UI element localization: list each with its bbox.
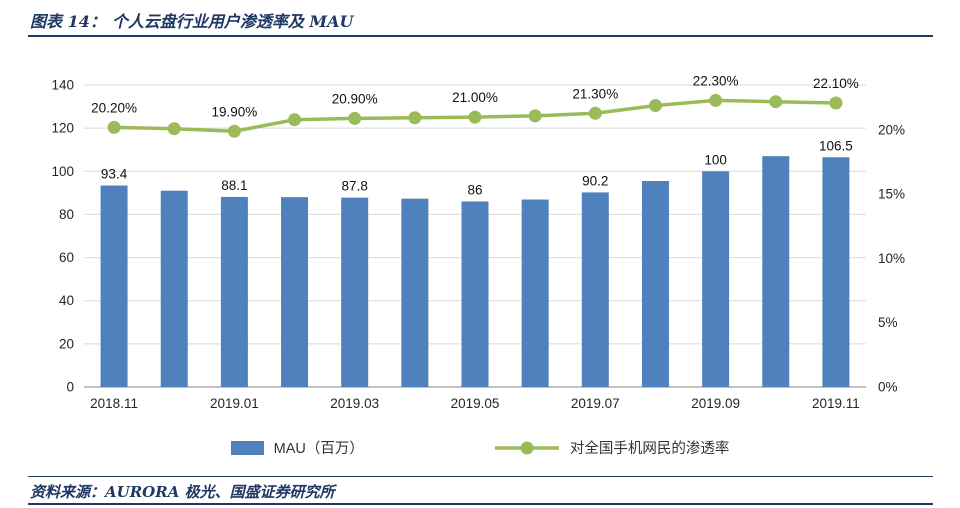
- bar: [762, 156, 790, 387]
- svg-text:20%: 20%: [878, 122, 905, 137]
- bar-swatch: [230, 440, 264, 455]
- svg-text:2019.01: 2019.01: [210, 396, 259, 411]
- line-marker: [648, 99, 662, 113]
- svg-text:2019.11: 2019.11: [812, 396, 860, 411]
- svg-text:2019.05: 2019.05: [451, 396, 500, 411]
- svg-text:40: 40: [59, 293, 74, 308]
- svg-text:15%: 15%: [878, 187, 905, 202]
- svg-text:0: 0: [66, 380, 74, 395]
- mau-bars: [100, 156, 850, 387]
- svg-text:2019.07: 2019.07: [571, 396, 620, 411]
- svg-text:87.8: 87.8: [342, 179, 368, 194]
- svg-text:80: 80: [59, 207, 74, 222]
- footer-divider-bottom: [28, 503, 933, 505]
- svg-text:88.1: 88.1: [221, 178, 247, 193]
- svg-text:2019.09: 2019.09: [691, 396, 740, 411]
- line-marker: [709, 93, 723, 107]
- svg-text:100: 100: [704, 152, 727, 167]
- legend-label-mau: MAU（百万）: [273, 441, 364, 457]
- line-marker: [468, 110, 482, 124]
- bar: [702, 171, 730, 387]
- svg-text:21.30%: 21.30%: [572, 86, 618, 101]
- figure-label: 图表 14：: [30, 12, 106, 31]
- svg-text:90.2: 90.2: [582, 173, 608, 188]
- right-axis-labels: 0% 5% 10% 15% 20%: [878, 122, 905, 394]
- source-note: 资料来源：AURORA 极光、国盛证券研究所: [30, 483, 335, 501]
- svg-text:20.20%: 20.20%: [91, 100, 137, 115]
- legend-item-mau: MAU（百万）: [230, 437, 364, 458]
- line-marker: [107, 120, 121, 134]
- svg-text:19.90%: 19.90%: [211, 104, 257, 119]
- bar: [641, 180, 669, 387]
- bar: [100, 185, 128, 387]
- figure-header: 图表 14： 个人云盘行业用户渗透率及 MAU: [30, 8, 354, 32]
- svg-text:2019.03: 2019.03: [330, 396, 379, 411]
- footer-divider-top: [28, 476, 933, 477]
- svg-text:100: 100: [51, 164, 74, 179]
- svg-text:106.5: 106.5: [819, 138, 853, 153]
- line-swatch: [494, 441, 559, 454]
- svg-text:10%: 10%: [878, 251, 905, 266]
- line-marker: [588, 106, 602, 120]
- line-marker: [288, 113, 302, 127]
- svg-text:22.10%: 22.10%: [813, 76, 859, 91]
- line-value-labels: 20.20% 19.90% 20.90% 21.00% 21.30% 22.30% 22.1…: [91, 73, 859, 119]
- svg-text:120: 120: [51, 121, 74, 136]
- svg-text:21.00%: 21.00%: [452, 90, 498, 105]
- line-marker: [167, 122, 181, 136]
- bar: [341, 197, 369, 387]
- line-marker: [348, 111, 362, 125]
- legend-label-penetration: 对全国手机网民的渗透率: [569, 441, 730, 457]
- bar: [822, 157, 850, 387]
- bar-value-labels: 93.4 88.1 87.8 86 90.2 100 106.5: [101, 138, 853, 197]
- svg-text:0%: 0%: [878, 380, 898, 395]
- svg-text:93.4: 93.4: [101, 167, 128, 182]
- x-axis-labels: 2018.11 2019.01 2019.03 2019.05 2019.07 2019.…: [90, 396, 860, 411]
- bar: [160, 190, 188, 387]
- line-marker: [227, 124, 241, 138]
- svg-text:60: 60: [59, 250, 74, 265]
- bar: [281, 197, 309, 387]
- svg-text:2018.11: 2018.11: [90, 396, 138, 411]
- line-marker: [829, 96, 843, 110]
- left-axis-labels: 0 20 40 60 80 100 120 140: [51, 78, 74, 395]
- bar: [461, 201, 489, 387]
- figure-title: 个人云盘行业用户渗透率及 MAU: [111, 12, 354, 31]
- bar: [521, 199, 549, 387]
- svg-text:86: 86: [467, 182, 482, 197]
- line-markers: [107, 93, 843, 138]
- svg-text:22.30%: 22.30%: [693, 73, 739, 88]
- bar: [581, 192, 609, 387]
- line-marker: [528, 109, 542, 123]
- bar: [401, 198, 429, 387]
- chart-legend: MAU（百万） 对全国手机网民的渗透率: [0, 437, 960, 458]
- legend-item-penetration: 对全国手机网民的渗透率: [494, 437, 730, 458]
- svg-text:20: 20: [59, 336, 74, 351]
- svg-text:20.90%: 20.90%: [332, 91, 378, 106]
- title-divider: [28, 35, 933, 37]
- bar: [220, 196, 248, 387]
- line-marker: [408, 111, 422, 125]
- line-marker: [769, 95, 783, 109]
- svg-text:140: 140: [51, 78, 74, 93]
- svg-text:5%: 5%: [878, 315, 898, 330]
